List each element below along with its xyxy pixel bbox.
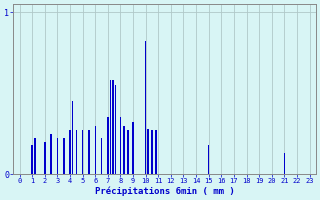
Bar — [284, 153, 285, 174]
Bar — [110, 80, 111, 174]
Bar — [124, 126, 125, 174]
Bar — [101, 138, 102, 174]
Bar — [94, 126, 96, 174]
Bar — [82, 130, 84, 174]
Bar — [76, 130, 77, 174]
Bar — [132, 122, 134, 174]
Bar — [44, 142, 45, 174]
Bar — [115, 85, 116, 174]
Bar — [69, 130, 71, 174]
Bar — [112, 80, 114, 174]
Bar — [151, 130, 153, 174]
Bar — [148, 129, 149, 174]
Bar — [57, 138, 58, 174]
Bar — [63, 138, 65, 174]
Bar — [120, 117, 121, 174]
Bar — [127, 130, 129, 174]
Bar — [208, 145, 210, 174]
Bar — [50, 134, 52, 174]
X-axis label: Précipitations 6min ( mm ): Précipitations 6min ( mm ) — [95, 186, 235, 196]
Bar — [34, 138, 36, 174]
Bar — [155, 130, 156, 174]
Bar — [31, 145, 33, 174]
Bar — [145, 41, 147, 174]
Bar — [107, 117, 108, 174]
Bar — [88, 130, 90, 174]
Bar — [72, 101, 73, 174]
